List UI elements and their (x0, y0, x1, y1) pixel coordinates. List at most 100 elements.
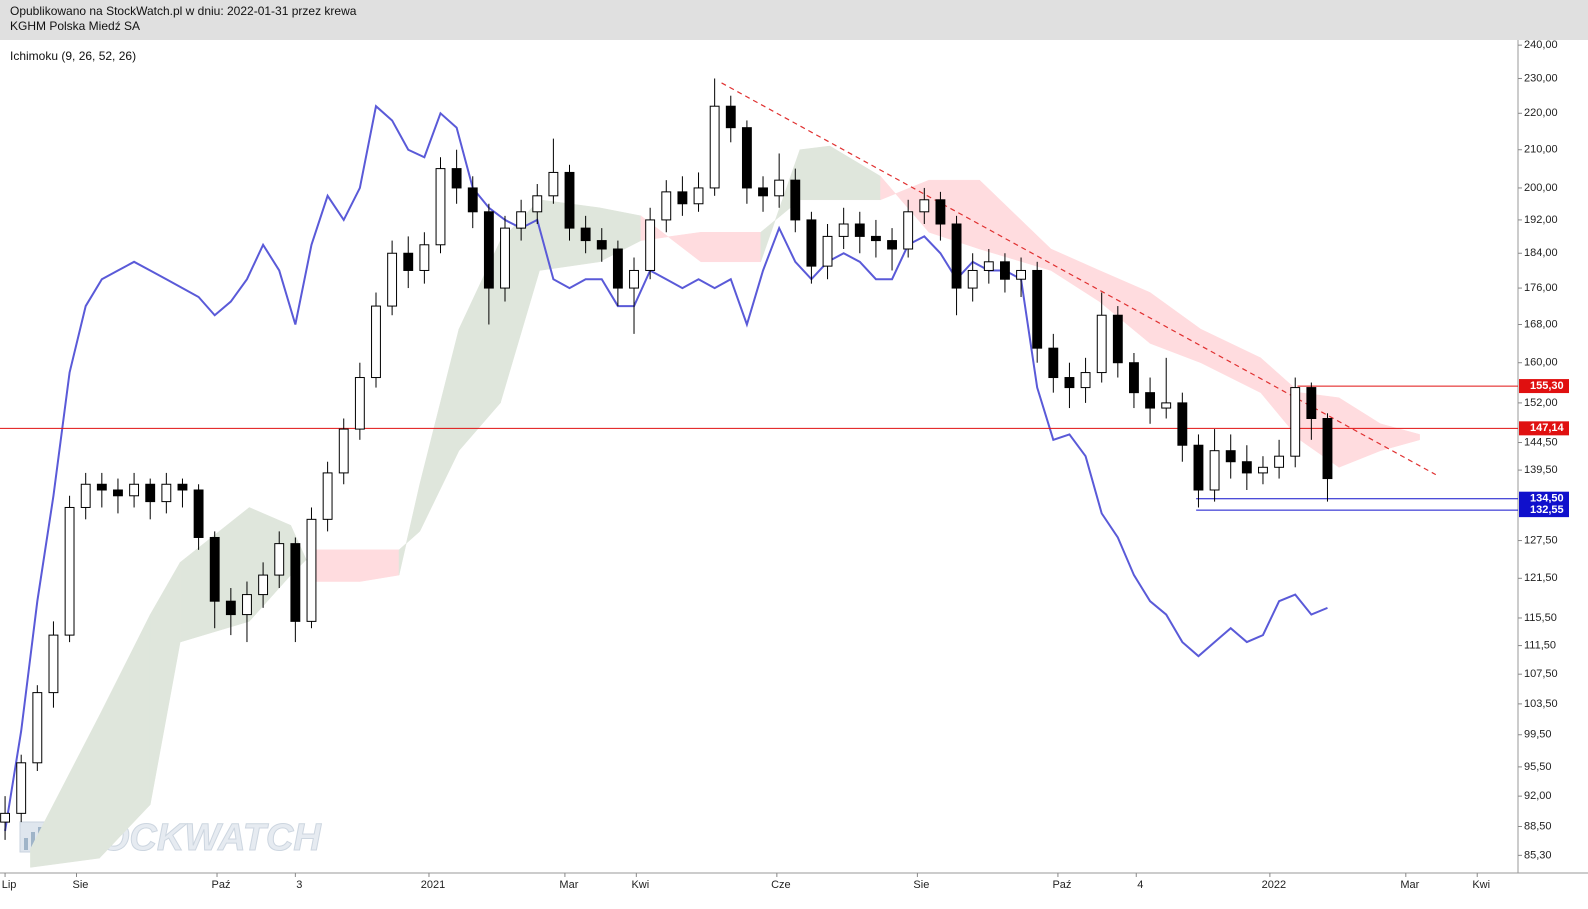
candle-body (838, 223, 849, 237)
candle-body (548, 171, 559, 197)
y-tick-label: 121,50 (1524, 572, 1558, 584)
cloud-segment (419, 329, 460, 532)
candle-body (32, 692, 43, 764)
candle-body (435, 168, 446, 246)
candle-body (564, 171, 575, 229)
cloud-segment (1380, 423, 1420, 452)
candle-body (887, 240, 897, 250)
cloud-segment (1149, 292, 1202, 364)
cloud-segment (979, 179, 1052, 271)
x-tick-label: Cze (771, 879, 791, 891)
candle-body (1064, 377, 1075, 389)
candle-body (322, 472, 333, 520)
candle-body (1177, 402, 1188, 446)
line-series (4, 104, 1328, 832)
level-label: 132,55 (1530, 504, 1564, 516)
candle-body (1032, 269, 1043, 349)
candle-body (290, 543, 301, 622)
candle-body (1048, 347, 1059, 379)
x-tick-label: 2022 (1262, 879, 1286, 891)
y-tick-label: 152,00 (1524, 397, 1558, 409)
level-label-box (1519, 491, 1569, 506)
candle-body (1241, 461, 1252, 474)
x-tick-label: Mar (1400, 879, 1419, 891)
y-tick-label: 88,50 (1524, 820, 1552, 832)
y-tick-label: 176,00 (1524, 282, 1558, 294)
cloud-segment (1200, 328, 1261, 394)
candle-body (177, 483, 188, 491)
candle-body (1145, 392, 1156, 409)
x-tick-label: Lip (2, 879, 17, 891)
candle-body (645, 219, 656, 271)
cloud-segment (249, 507, 291, 623)
candle-body (483, 211, 494, 289)
trendline (721, 82, 1437, 476)
candle-body (209, 536, 220, 602)
candle-body (64, 506, 75, 636)
candle-body (451, 168, 462, 189)
header-subtitle: Opublikowano na StockWatch.pl w dniu: 20… (10, 4, 357, 18)
candle-body (693, 187, 704, 205)
candle-body (500, 227, 510, 289)
candle-body (951, 223, 962, 289)
candle-body (822, 235, 833, 267)
candle-body (1016, 269, 1026, 280)
cloud-segment (149, 561, 181, 805)
candle-body (532, 195, 543, 213)
candle-body (225, 600, 236, 616)
x-tick-label: Sie (73, 879, 89, 891)
candle-body (661, 191, 672, 221)
x-tick-label: Paź (212, 879, 231, 891)
y-tick-label: 160,00 (1524, 357, 1558, 369)
candle-body (629, 269, 639, 289)
candle-body (129, 483, 140, 497)
y-tick-label: 168,00 (1524, 318, 1558, 330)
cloud-segment (1099, 270, 1151, 344)
header-band (0, 0, 1588, 40)
cloud-segment (398, 484, 421, 576)
x-tick-label: Sie (913, 879, 929, 891)
candle-body (1000, 261, 1010, 280)
candle-body (161, 483, 172, 503)
y-tick-label: 200,00 (1524, 182, 1558, 194)
candle-body (96, 483, 107, 491)
level-label-box (1519, 379, 1569, 394)
y-tick-label: 230,00 (1524, 72, 1558, 84)
candle-body (145, 483, 156, 503)
y-tick-label: 103,50 (1524, 698, 1558, 710)
cloud-segment (359, 549, 400, 582)
y-tick-label: 139,50 (1524, 464, 1558, 476)
x-tick-label: 3 (296, 879, 302, 891)
candle-body (612, 248, 623, 289)
x-tick-label: Kwi (631, 879, 649, 891)
candle-body (516, 211, 527, 229)
candle-body (919, 199, 930, 213)
candle-body (677, 191, 688, 205)
y-tick-label: 115,50 (1524, 612, 1557, 624)
candle-body (725, 105, 736, 129)
candle-body (1225, 450, 1236, 463)
y-tick-label: 192,00 (1524, 214, 1558, 226)
level-label: 147,14 (1530, 422, 1565, 434)
candle-body (354, 377, 365, 430)
candle-body (258, 574, 269, 596)
candle-body (1161, 402, 1172, 409)
candle-body (1080, 372, 1091, 389)
candle-body (1290, 387, 1301, 457)
candle-body (48, 634, 59, 694)
cloud-segment (700, 232, 761, 263)
y-tick-label: 210,00 (1524, 144, 1558, 156)
candle-body (854, 223, 865, 237)
candle-body (709, 105, 720, 189)
y-tick-label: 127,50 (1524, 534, 1558, 546)
candle-body (371, 305, 381, 379)
cloud-segment (1338, 397, 1381, 468)
y-tick-label: 111,50 (1524, 639, 1556, 651)
candle-body (935, 199, 946, 225)
candle-body (306, 518, 317, 622)
y-tick-label: 240,00 (1524, 39, 1558, 51)
cloud-segment (315, 549, 361, 582)
cloud-segment (829, 145, 881, 201)
y-tick-label: 107,50 (1524, 668, 1558, 680)
